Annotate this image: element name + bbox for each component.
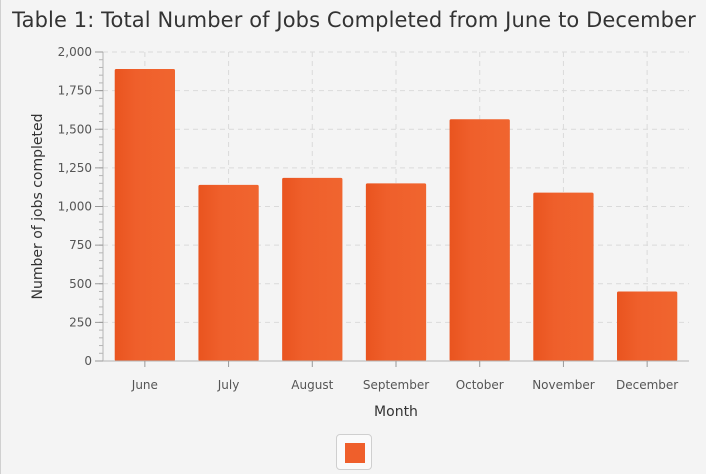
x-tick-label: October — [456, 378, 504, 392]
y-tick-label: 1,000 — [58, 200, 92, 214]
y-tick-label: 500 — [69, 277, 92, 291]
x-tick-label: June — [131, 378, 158, 392]
bar-november — [533, 192, 594, 361]
bar-october — [449, 119, 510, 362]
x-tick-label: July — [217, 378, 240, 392]
y-tick-label: 2,000 — [58, 45, 92, 59]
y-tick-label: 0 — [84, 354, 92, 368]
y-tick-label: 1,750 — [58, 84, 92, 98]
x-axis-title: Month — [374, 404, 418, 420]
bar-september — [365, 183, 427, 361]
legend-item[interactable] — [336, 434, 372, 470]
y-tick-label: 250 — [69, 315, 92, 329]
bar-august — [282, 177, 343, 361]
legend-color-swatch — [345, 443, 365, 463]
y-tick-label: 750 — [69, 238, 92, 252]
x-tick-label: September — [363, 378, 429, 392]
y-axis-title: Number of jobs completed — [30, 114, 46, 300]
y-tick-label: 1,250 — [58, 161, 92, 175]
y-tick-label: 1,500 — [58, 122, 92, 136]
x-tick-label: August — [291, 378, 333, 392]
x-tick-label: November — [532, 378, 594, 392]
x-tick-label: December — [616, 378, 678, 392]
bar-july — [198, 184, 259, 361]
bar-december — [617, 291, 678, 361]
bar-june — [114, 68, 175, 362]
chart-title: Table 1: Total Number of Jobs Completed … — [12, 8, 696, 32]
